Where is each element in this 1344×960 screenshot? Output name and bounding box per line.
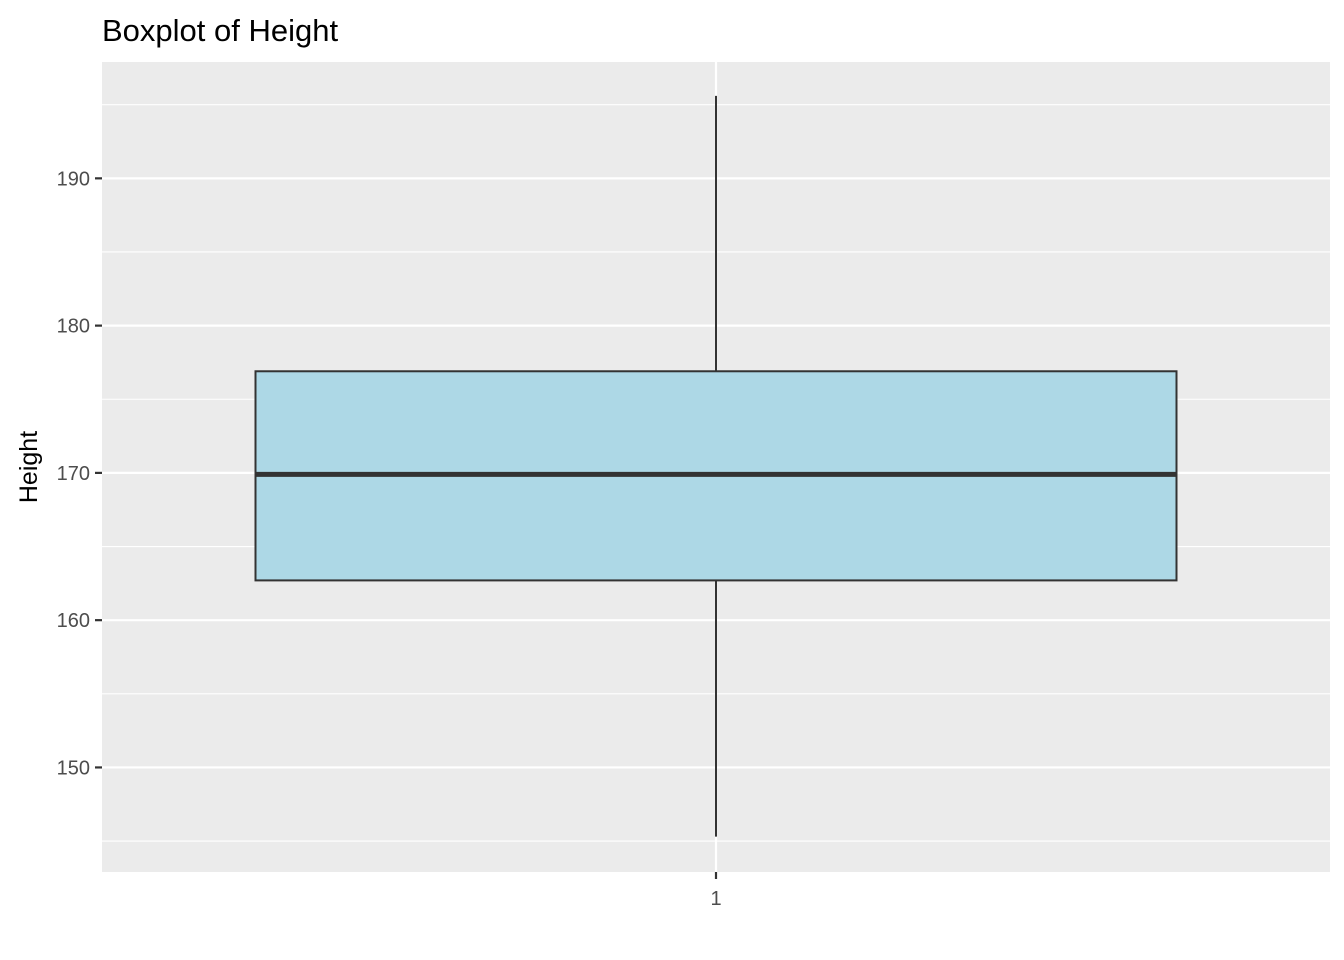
y-tick-label: 170 bbox=[57, 463, 90, 485]
y-axis: 150 160 170 180 190 bbox=[57, 168, 102, 779]
chart-title: Boxplot of Height bbox=[102, 13, 338, 48]
y-tick-label: 180 bbox=[57, 316, 90, 338]
y-tick-label: 190 bbox=[57, 168, 90, 190]
box-marks bbox=[254, 95, 1178, 837]
y-tick-label: 160 bbox=[57, 610, 90, 632]
x-tick-label: 1 bbox=[710, 888, 721, 910]
y-tick-label: 150 bbox=[57, 757, 90, 779]
x-axis: 1 bbox=[710, 872, 722, 910]
y-axis-title: Height bbox=[15, 431, 43, 503]
